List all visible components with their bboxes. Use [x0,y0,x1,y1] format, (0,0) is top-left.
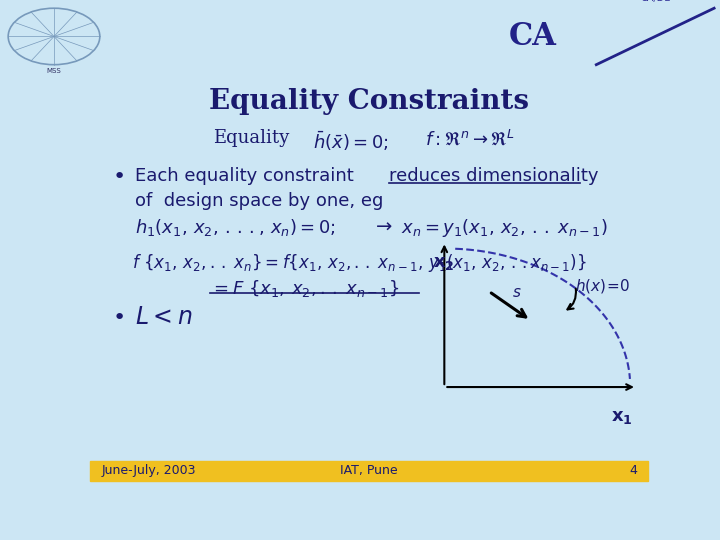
Text: 4: 4 [629,464,637,477]
Text: CA: CA [509,21,557,52]
Text: $\mathbf{x_2}$: $\mathbf{x_2}$ [433,254,454,272]
Text: Each equality constraint: Each equality constraint [135,167,359,185]
Text: $\rightarrow$: $\rightarrow$ [372,217,393,234]
Text: •: • [112,167,125,187]
Text: $f\ \{x_1,\, x_2,.\,.\; x_n\} = f\{x_1,\, x_2,.\,.\; x_{n-1},\, y_1(x_1,\, x_2,\: $f\ \{x_1,\, x_2,.\,.\; x_n\} = f\{x_1,\… [132,252,587,274]
Text: $\bar{h}(\bar{x}) = 0;$: $\bar{h}(\bar{x}) = 0;$ [313,129,389,153]
Text: $x_n = y_1(x_1,\, x_2,\,.\,.\; x_{n-1})$: $x_n = y_1(x_1,\, x_2,\,.\,.\; x_{n-1})$ [401,217,608,239]
Text: Equality Constraints: Equality Constraints [209,87,529,114]
Text: of  design space by one, eg: of design space by one, eg [135,192,383,210]
Text: CA/DE: CA/DE [640,0,670,3]
Text: $h(x)\!=\!0$: $h(x)\!=\!0$ [575,277,631,295]
Bar [90,461,648,481]
Text: •: • [112,308,125,328]
Text: $\mathbf{x_1}$: $\mathbf{x_1}$ [611,408,632,426]
Text: $f : \mathfrak{R}^n \rightarrow \mathfrak{R}^L$: $f : \mathfrak{R}^n \rightarrow \mathfra… [425,129,515,149]
Text: $= F\ \{x_1,\, x_2,.\,.\; x_{n-1}\}$: $= F\ \{x_1,\, x_2,.\,.\; x_{n-1}\}$ [210,278,400,299]
Text: June-July, 2003: June-July, 2003 [101,464,196,477]
Text: Equality: Equality [213,129,289,147]
Text: $L < n$: $L < n$ [135,306,192,329]
Text: reduces dimensionality: reduces dimensionality [389,167,598,185]
Text: $h_1(x_1,\, x_2,\, .\,.\,.,\, x_n) = 0;$: $h_1(x_1,\, x_2,\, .\,.\,.,\, x_n) = 0;$ [135,217,336,238]
Text: $s$: $s$ [513,286,522,300]
Text: IAT, Pune: IAT, Pune [340,464,398,477]
Text: MSS: MSS [47,68,61,73]
